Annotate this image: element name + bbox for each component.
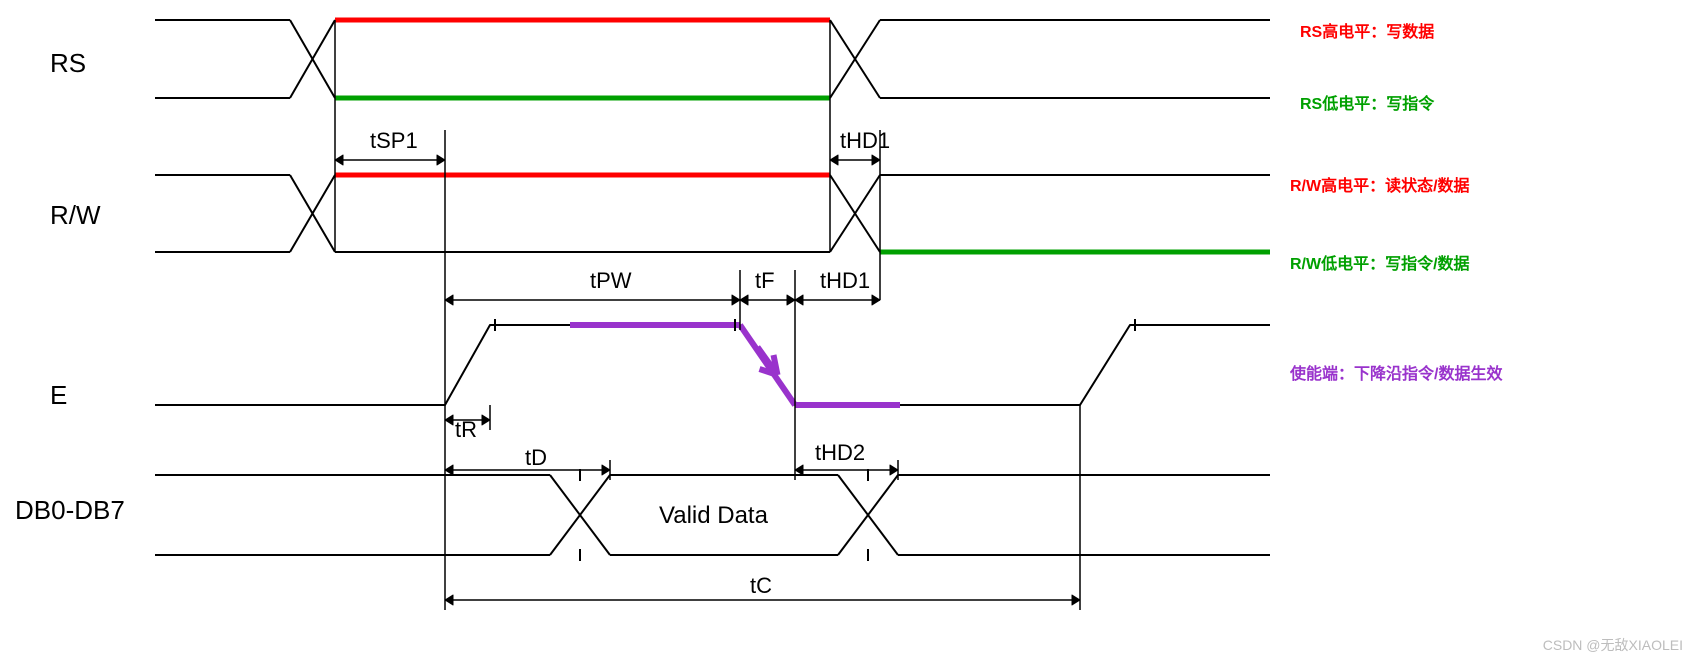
svg-text:tHD1: tHD1 [820,268,870,293]
ann-e: 使能端：下降沿指令/数据生效 [1290,360,1502,384]
svg-text:tHD1: tHD1 [840,128,890,153]
label-rs: RS [50,48,86,79]
timing-diagram: { "canvas":{"w":1701,"h":663}, "colors":… [0,0,1701,663]
svg-text:tR: tR [455,417,477,442]
ann-rs-hi: RS高电平：写数据 [1300,18,1434,42]
ann-rs-lo: RS低电平：写指令 [1300,90,1434,114]
diagram-svg: Valid Data tSP1 tHD1 tPW tF tHD1 tR tD tHD2 tC [0,0,1701,663]
label-e: E [50,380,67,411]
label-rw: R/W [50,200,101,231]
ann-rw-hi: R/W高电平：读状态/数据 [1290,172,1470,196]
svg-text:tPW: tPW [590,268,632,293]
watermark: CSDN @无敌XIAOLEI [1543,635,1683,655]
svg-text:tHD2: tHD2 [815,440,865,465]
svg-text:tD: tD [525,445,547,470]
label-db: DB0-DB7 [15,495,125,526]
svg-text:Valid Data: Valid Data [659,502,769,529]
ann-rw-lo: R/W低电平：写指令/数据 [1290,250,1470,274]
svg-text:tSP1: tSP1 [370,128,418,153]
svg-text:tF: tF [755,268,775,293]
svg-text:tC: tC [750,573,772,598]
